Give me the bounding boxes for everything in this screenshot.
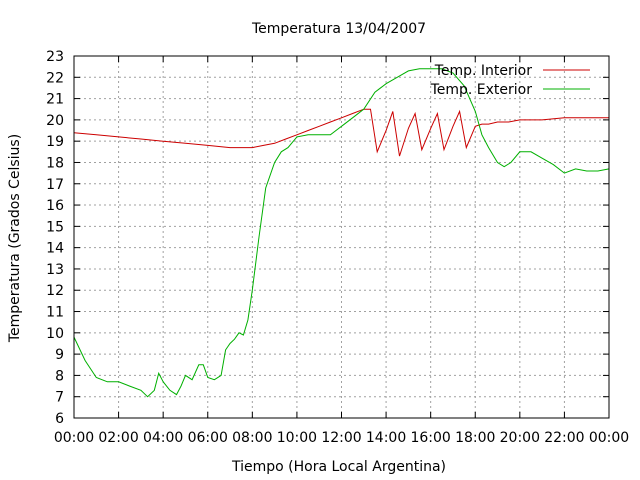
x-tick-label: 06:00	[188, 430, 228, 446]
y-tick-label: 15	[46, 219, 64, 235]
x-tick-label: 08:00	[232, 430, 272, 446]
x-tick-label: 04:00	[143, 430, 183, 446]
x-tick-label: 00:00	[589, 430, 629, 446]
y-tick-label: 23	[46, 49, 64, 65]
y-tick-label: 20	[46, 113, 64, 129]
grid-lines	[74, 56, 609, 418]
y-tick-label: 19	[46, 134, 64, 150]
legend: Temp. Interior Temp. Exterior	[430, 63, 590, 98]
x-tick-label: 00:00	[54, 430, 94, 446]
x-tick-label: 20:00	[500, 430, 540, 446]
axis-tick-labels: 00:00 02:00 04:00 06:00 08:00 10:00 12:00 14:00…	[46, 49, 629, 446]
x-tick-label: 18:00	[455, 430, 495, 446]
chart-title: Temperatura 13/04/2007	[251, 21, 426, 37]
plot-frame	[73, 55, 610, 419]
y-tick-label: 13	[46, 262, 64, 278]
x-tick-label: 16:00	[410, 430, 450, 446]
y-tick-label: 18	[46, 155, 64, 171]
x-tick-label: 10:00	[277, 430, 317, 446]
x-tick-label: 14:00	[366, 430, 406, 446]
y-axis-label: Temperatura (Grados Celsius)	[7, 134, 23, 343]
y-tick-label: 14	[46, 241, 64, 257]
series-line-temp-interior	[73, 108, 609, 157]
legend-label-interior: Temp. Interior	[434, 63, 533, 79]
legend-label-exterior: Temp. Exterior	[430, 82, 533, 98]
y-tick-label: 7	[55, 390, 64, 406]
axis-ticks	[73, 55, 610, 419]
y-tick-label: 11	[46, 305, 64, 321]
y-tick-label: 16	[46, 198, 64, 214]
x-tick-label: 12:00	[321, 430, 361, 446]
x-tick-label: 02:00	[98, 430, 138, 446]
y-tick-label: 8	[55, 368, 64, 384]
y-tick-label: 10	[46, 326, 64, 342]
y-tick-label: 12	[46, 283, 64, 299]
y-tick-label: 9	[55, 347, 64, 363]
y-tick-label: 21	[46, 92, 64, 108]
y-tick-label: 22	[46, 70, 64, 86]
series-line-temp-exterior	[73, 68, 610, 398]
x-axis-label: Tiempo (Hora Local Argentina)	[231, 459, 446, 475]
series-layer	[73, 68, 610, 398]
y-tick-label: 6	[55, 411, 64, 427]
x-tick-label: 22:00	[544, 430, 584, 446]
y-tick-label: 17	[46, 177, 64, 193]
